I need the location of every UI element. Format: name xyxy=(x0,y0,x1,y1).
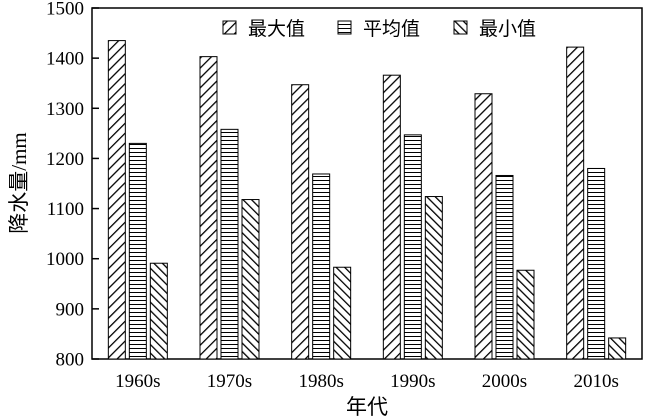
y-tick-label: 800 xyxy=(56,350,85,371)
legend-item-avg: 平均值 xyxy=(337,18,420,40)
y-tick-label: 1100 xyxy=(47,199,84,220)
plot-area xyxy=(91,7,643,360)
y-axis-title: 降水量/mm xyxy=(7,132,31,234)
x-tick-label: 1970s xyxy=(207,371,252,392)
y-tick-label: 1000 xyxy=(46,249,84,270)
legend-item-min: 最小值 xyxy=(453,18,536,40)
legend-label-avg: 平均值 xyxy=(363,18,420,40)
bar-min-1970s xyxy=(241,199,260,360)
bar-max-2010s xyxy=(566,46,585,360)
bar-avg-1970s xyxy=(220,128,239,360)
x-tick-label: 2010s xyxy=(573,371,618,392)
bar-max-1990s xyxy=(382,74,401,360)
bar-avg-1960s xyxy=(128,142,147,360)
bar-avg-2000s xyxy=(495,174,514,360)
legend-label-min: 最小值 xyxy=(479,18,536,40)
x-tick-label: 1990s xyxy=(390,371,435,392)
bar-avg-1990s xyxy=(403,134,422,360)
legend-swatch-avg xyxy=(337,20,352,35)
bar-max-2000s xyxy=(474,93,493,360)
legend-label-max: 最大值 xyxy=(248,18,305,40)
bar-min-2010s xyxy=(608,337,627,360)
bar-max-1960s xyxy=(107,40,126,360)
y-axis: 800 900 1000 1100 1200 1300 1400 1500 xyxy=(46,0,99,371)
bar-max-1980s xyxy=(291,84,310,360)
bar-min-1990s xyxy=(424,196,443,360)
y-tick-label: 1500 xyxy=(46,0,84,20)
legend-swatch-max xyxy=(222,20,237,35)
x-tick-label: 1960s xyxy=(115,371,160,392)
legend-swatch-min xyxy=(453,20,468,35)
y-tick-label: 1300 xyxy=(46,99,84,120)
x-axis-title: 年代 xyxy=(346,395,388,419)
bar-avg-2010s xyxy=(587,167,606,360)
bar-min-1960s xyxy=(149,262,168,360)
bar-min-1980s xyxy=(333,266,352,360)
y-tick-label: 1400 xyxy=(46,49,84,70)
y-tick-label: 900 xyxy=(56,299,85,320)
bar-min-2000s xyxy=(516,269,535,360)
bar-series-group xyxy=(107,40,627,360)
plot-frame xyxy=(91,7,643,360)
legend: 最大值 平均值 最小值 xyxy=(222,18,536,40)
legend-item-max: 最大值 xyxy=(222,18,305,40)
x-axis: 1960s 1970s 1980s 1990s 2000s 2010s xyxy=(115,371,619,392)
x-tick-label: 2000s xyxy=(482,371,527,392)
bar-avg-1980s xyxy=(312,173,331,360)
y-tick-label: 1200 xyxy=(46,149,84,170)
x-tick-label: 1980s xyxy=(298,371,343,392)
bar-max-1970s xyxy=(199,56,218,360)
